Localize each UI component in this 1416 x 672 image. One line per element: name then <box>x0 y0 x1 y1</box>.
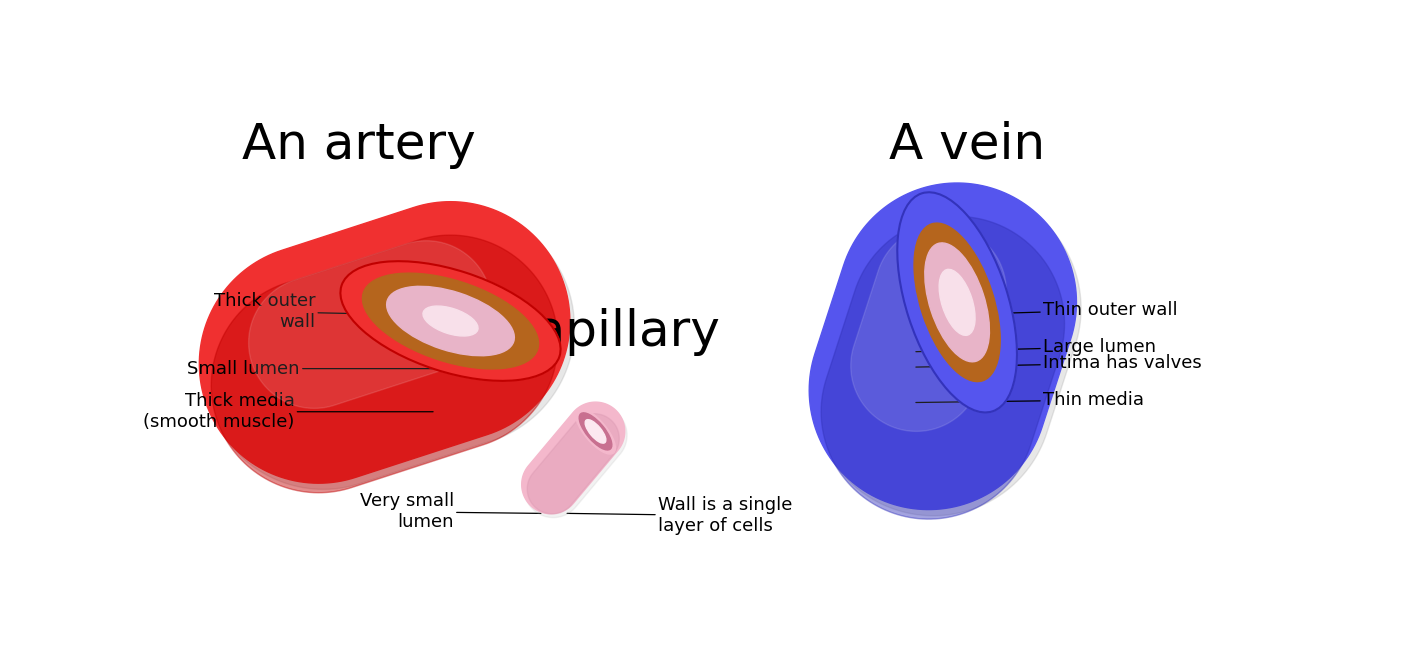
Ellipse shape <box>423 306 479 336</box>
Polygon shape <box>814 190 1080 515</box>
Ellipse shape <box>579 413 612 450</box>
Ellipse shape <box>387 286 514 355</box>
Polygon shape <box>521 402 624 513</box>
Text: A vein: A vein <box>889 121 1045 169</box>
Ellipse shape <box>898 192 1017 413</box>
Text: Large lumen: Large lumen <box>916 338 1155 356</box>
Polygon shape <box>809 183 1076 509</box>
Polygon shape <box>204 208 575 489</box>
Ellipse shape <box>925 243 990 362</box>
Ellipse shape <box>362 273 538 369</box>
Polygon shape <box>527 414 619 514</box>
Text: A capillary: A capillary <box>457 308 721 355</box>
Polygon shape <box>524 406 627 517</box>
Text: Very small
lumen: Very small lumen <box>360 493 541 532</box>
Text: Thin outer wall: Thin outer wall <box>923 301 1178 319</box>
Polygon shape <box>211 235 558 493</box>
Polygon shape <box>821 216 1065 519</box>
Text: Thick outer
wall: Thick outer wall <box>214 292 442 331</box>
Text: Thick media
(smooth muscle): Thick media (smooth muscle) <box>143 392 433 431</box>
Ellipse shape <box>939 269 976 335</box>
Ellipse shape <box>915 223 1000 382</box>
Ellipse shape <box>575 409 616 454</box>
Ellipse shape <box>585 419 606 443</box>
Text: Intima has valves: Intima has valves <box>916 354 1202 372</box>
Polygon shape <box>200 202 569 483</box>
Text: Thin media: Thin media <box>916 391 1144 409</box>
Polygon shape <box>249 241 491 409</box>
Polygon shape <box>851 225 1007 431</box>
Ellipse shape <box>340 261 561 381</box>
Text: An artery: An artery <box>242 121 476 169</box>
Text: Wall is a single
layer of cells: Wall is a single layer of cells <box>566 497 793 535</box>
Text: Small lumen: Small lumen <box>187 360 440 378</box>
